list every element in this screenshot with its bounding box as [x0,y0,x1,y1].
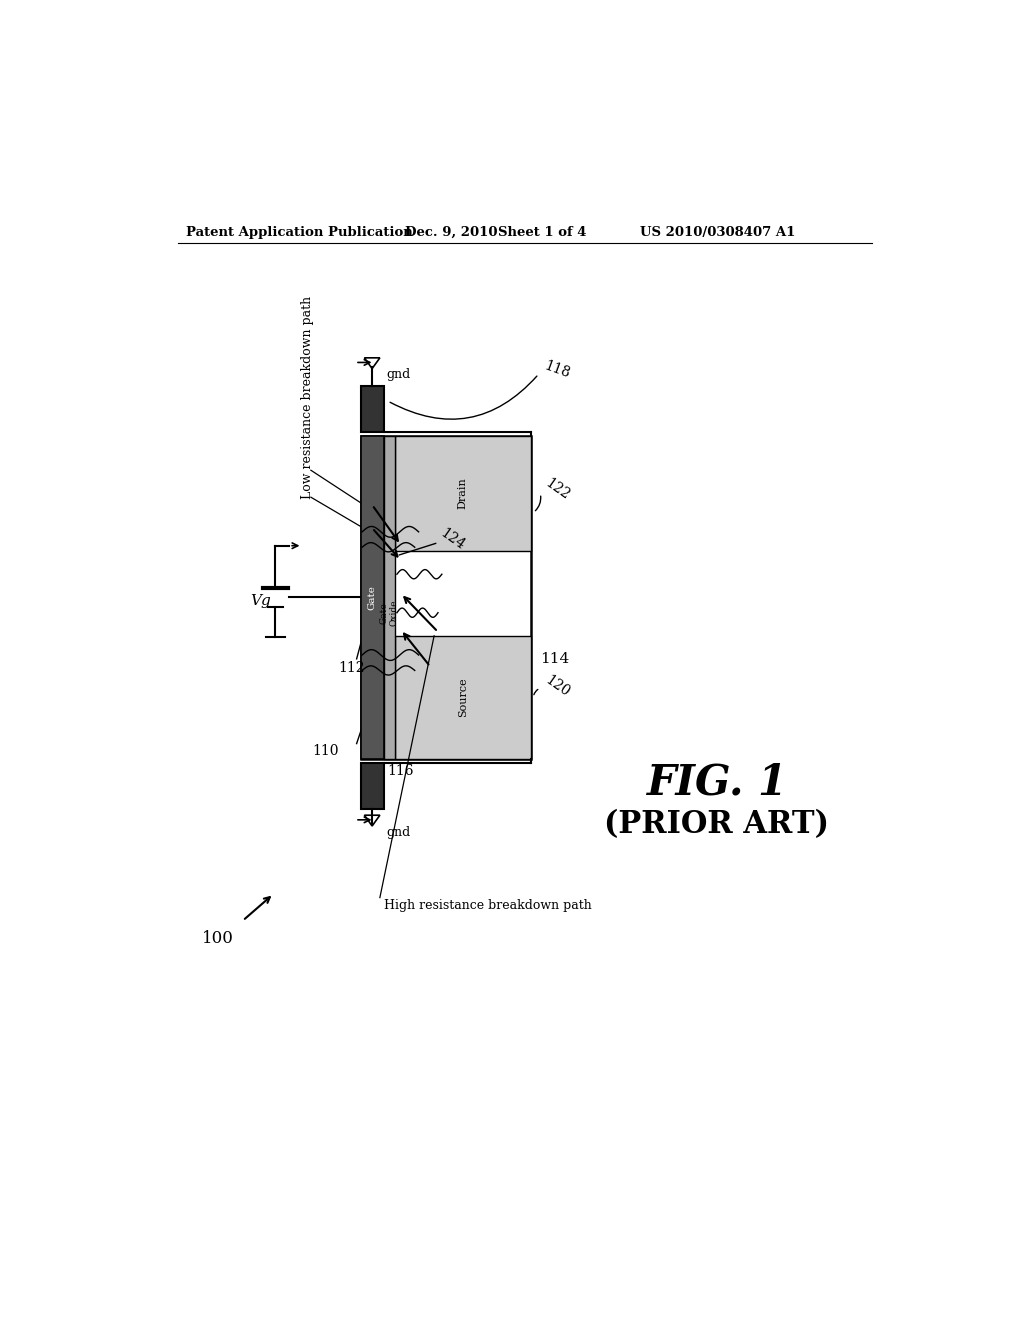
Text: 110: 110 [312,744,339,758]
Text: Patent Application Publication: Patent Application Publication [186,226,413,239]
Text: Gate: Gate [368,585,377,610]
Text: 124: 124 [438,527,468,553]
Bar [360,436,531,759]
Text: 114: 114 [541,652,569,665]
Text: High resistance breakdown path: High resistance breakdown path [384,899,592,912]
Text: 118: 118 [543,359,572,381]
Bar [360,385,384,432]
Text: Drain: Drain [458,478,468,510]
Text: 116: 116 [388,763,414,777]
Text: gnd: gnd [386,368,411,381]
Bar [384,436,395,759]
Text: Sheet 1 of 4: Sheet 1 of 4 [498,226,586,239]
Text: Gate
Oxide: Gate Oxide [380,599,398,626]
Bar [360,763,384,809]
Text: Vg: Vg [251,594,271,609]
Text: Dec. 9, 2010: Dec. 9, 2010 [406,226,498,239]
Bar [360,436,384,759]
Bar [395,636,531,759]
Text: 120: 120 [543,673,572,700]
Text: (PRIOR ART): (PRIOR ART) [604,809,829,840]
Text: 100: 100 [202,929,233,946]
Text: 112: 112 [339,661,366,675]
Bar [395,436,531,552]
Text: Low resistance breakdown path: Low resistance breakdown path [301,296,314,499]
Text: US 2010/0308407 A1: US 2010/0308407 A1 [640,226,795,239]
Text: FIG. 1: FIG. 1 [646,762,787,803]
Text: Source: Source [458,677,468,717]
Text: 122: 122 [543,477,572,503]
Text: gnd: gnd [386,825,411,838]
